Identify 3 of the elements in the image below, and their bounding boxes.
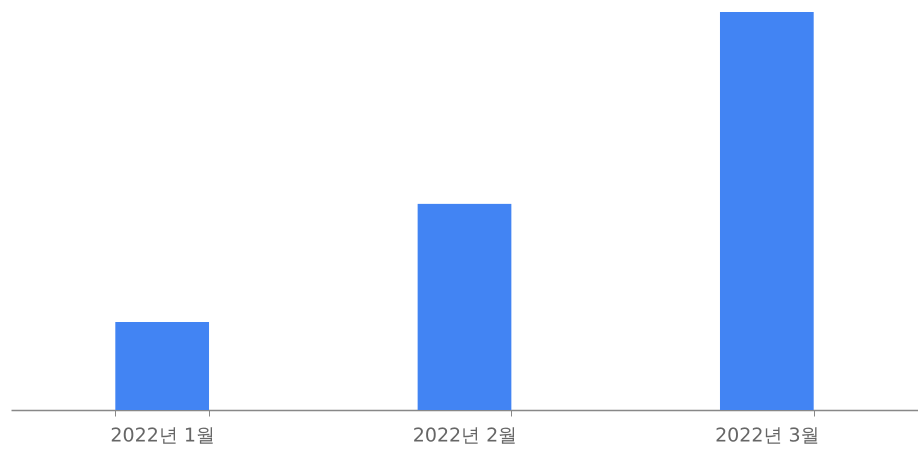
x-tick-label: 2022년 3월	[715, 424, 820, 446]
x-tick-label: 2022년 2월	[412, 424, 518, 446]
x-tick-label: 2022년 1월	[110, 424, 215, 446]
